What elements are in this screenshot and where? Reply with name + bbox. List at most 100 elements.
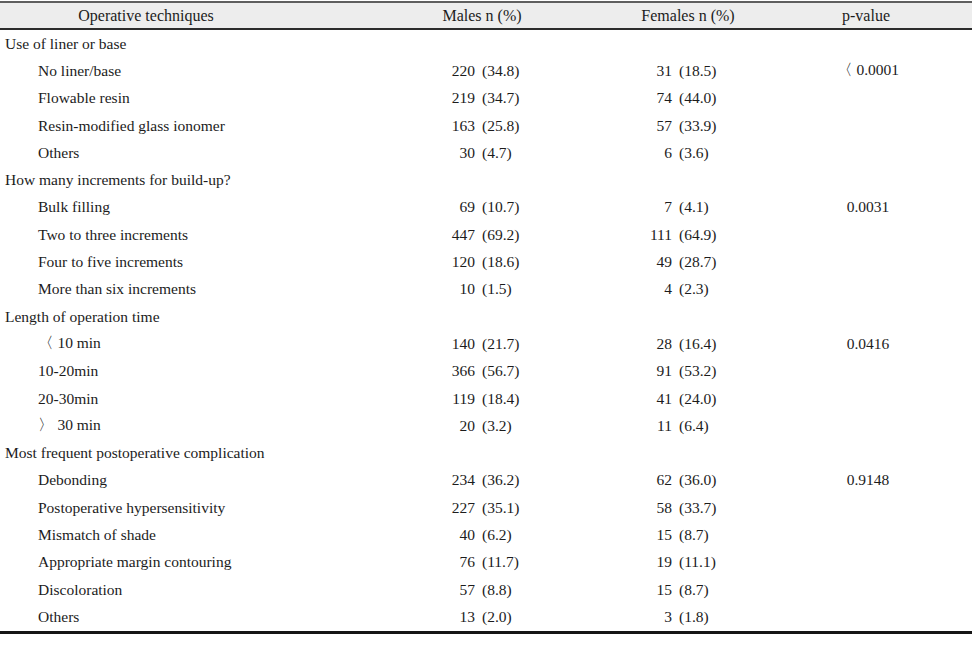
row-label: Two to three increments [0,226,390,244]
row-label: More than six increments [0,280,390,298]
males-cell-percent: (69.2) [482,226,519,244]
table-body: Use of liner or baseNo liner/base220(34.… [0,30,972,631]
males-cell-count: 366 [390,362,475,380]
data-row: Bulk filling69(10.7)7(4.1)0.0031 [0,194,972,221]
females-cell-percent: (18.5) [679,62,716,80]
females-cell-count: 62 [560,471,672,489]
females-cell: 4(2.3) [560,280,760,298]
pvalue-cell: 〈 0.0001 [760,60,972,81]
males-cell-count: 220 [390,62,475,80]
females-cell-percent: (33.7) [679,499,716,517]
females-cell-count: 28 [560,335,672,353]
females-cell-percent: (44.0) [679,89,716,107]
males-cell-count: 30 [390,144,475,162]
pvalue-cell: 0.0416 [760,335,972,353]
males-cell-count: 447 [390,226,475,244]
females-cell-count: 41 [560,390,672,408]
males-cell: 69(10.7) [390,198,560,216]
females-cell: 31(18.5) [560,62,760,80]
males-cell: 227 (35.1) [390,499,560,517]
data-row: Four to five increments120(18.6)49(28.7) [0,248,972,275]
females-cell-percent: (11.1) [679,553,716,571]
females-cell-percent: (4.1) [679,198,709,216]
row-label: Appropriate margin contouring [0,553,390,571]
males-cell-count: 140 [390,335,475,353]
females-cell-percent: (33.9) [679,117,716,135]
row-label: Resin-modified glass ionomer [0,117,390,135]
males-cell-percent: (8.8) [482,581,512,599]
females-cell: 19 (11.1) [560,553,760,571]
row-label: Four to five increments [0,253,390,271]
males-cell-count: 119 [390,390,475,408]
males-cell-count: 120 [390,253,475,271]
males-cell-percent: (25.8) [482,117,519,135]
males-cell: 234(36.2) [390,471,560,489]
males-cell: 76(11.7) [390,553,560,571]
column-header-males: Males n (%) [390,7,560,25]
males-cell-percent: (21.7) [482,335,519,353]
data-row: 20-30min119(18.4)41(24.0) [0,385,972,412]
males-cell: 30 (4.7) [390,144,560,162]
males-cell-percent: (1.5) [482,280,512,298]
row-label: Flowable resin [0,89,390,107]
males-cell-count: 13 [390,608,475,626]
females-cell-percent: (8.7) [679,581,709,599]
data-row: No liner/base220(34.8)31(18.5)〈 0.0001 [0,57,972,84]
males-cell: 447 (69.2) [390,226,560,244]
males-cell-percent: (35.1) [482,499,519,517]
females-cell: 11(6.4) [560,417,760,435]
row-label: Others [0,608,390,626]
pvalue-cell: 0.9148 [760,471,972,489]
data-row: Others13 (2.0) 3 (1.8) [0,603,972,630]
males-cell: 57 (8.8) [390,581,560,599]
row-label: Postoperative hypersensitivity [0,499,390,517]
females-cell: 15(8.7) [560,581,760,599]
males-cell-count: 227 [390,499,475,517]
males-cell: 13 (2.0) [390,608,560,626]
data-row: Resin-modified glass ionomer163(25.8)57(… [0,112,972,139]
females-cell: 57(33.9) [560,117,760,135]
females-cell-count: 49 [560,253,672,271]
females-cell-percent: (1.8) [679,608,709,626]
females-cell: 49(28.7) [560,253,760,271]
males-cell-count: 234 [390,471,475,489]
males-cell: 220(34.8) [390,62,560,80]
data-row: 〉 30 min20(3.2)11(6.4) [0,412,972,439]
males-cell: 120(18.6) [390,253,560,271]
females-cell: 15(8.7) [560,526,760,544]
females-cell-count: 3 [560,608,672,626]
females-cell: 62(36.0) [560,471,760,489]
row-label: Others [0,144,390,162]
data-row: Mismatch of shade40(6.2)15(8.7) [0,521,972,548]
column-header-females: Females n (%) [560,7,760,25]
row-label: 〈 10 min [0,333,390,354]
females-cell-count: 111 [560,226,672,244]
section-title: Length of operation time [0,308,390,326]
males-cell-percent: (34.7) [482,89,519,107]
section-row: Most frequent postoperative complication [0,439,972,466]
females-cell-percent: (53.2) [679,362,716,380]
females-cell-percent: (16.4) [679,335,716,353]
data-row: Flowable resin219(34.7)74(44.0) [0,85,972,112]
row-label: No liner/base [0,62,390,80]
males-cell: 119(18.4) [390,390,560,408]
data-row: More than six increments10(1.5)4(2.3) [0,276,972,303]
males-cell-percent: (2.0) [482,608,512,626]
males-cell: 163(25.8) [390,117,560,135]
males-cell-percent: (4.7) [482,144,512,162]
males-cell-count: 57 [390,581,475,599]
females-cell-count: 91 [560,362,672,380]
males-cell: 10(1.5) [390,280,560,298]
column-header-pvalue: p-value [760,7,972,25]
females-cell-percent: (64.9) [679,226,716,244]
males-cell: 140 (21.7) [390,335,560,353]
females-cell-count: 19 [560,553,672,571]
data-row: 10-20min366(56.7)91(53.2) [0,358,972,385]
males-cell-percent: (6.2) [482,526,512,544]
males-cell: 366(56.7) [390,362,560,380]
data-row: Others30(4.7)6(3.6) [0,139,972,166]
females-cell-count: 4 [560,280,672,298]
females-cell-percent: (24.0) [679,390,716,408]
data-row: Discoloration57(8.8)15(8.7) [0,576,972,603]
data-row: Appropriate margin contouring76(11.7)19 (… [0,549,972,576]
